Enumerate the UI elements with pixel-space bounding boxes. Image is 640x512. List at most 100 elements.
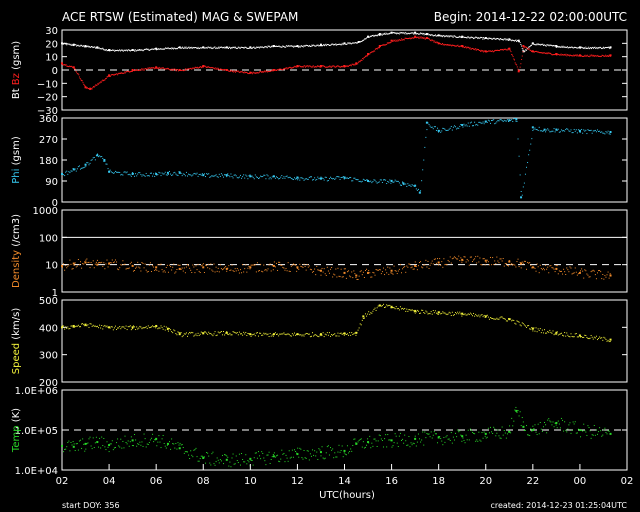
sample-bt [110, 49, 112, 51]
sample-temp [528, 434, 530, 436]
sample-bz [543, 52, 545, 54]
sample-bt [299, 46, 301, 48]
sample-density [367, 272, 369, 274]
sample-temp [324, 457, 326, 459]
y-tick-label-density: 100 [39, 233, 58, 244]
sample-bz [538, 51, 540, 53]
sample-temp [131, 445, 133, 447]
data-point-speed [202, 332, 205, 335]
sample-bz [102, 79, 104, 81]
sample-bz [257, 72, 259, 74]
y-axis-label-part: (gsm) [11, 136, 22, 168]
sample-temp [432, 434, 434, 436]
sample-bt [547, 44, 549, 46]
sample-density [98, 262, 100, 264]
sample-temp [431, 437, 433, 439]
data-point-phi [437, 129, 440, 132]
sample-bz [173, 68, 175, 70]
sample-bt [239, 47, 241, 49]
sample-bt [320, 45, 322, 47]
sample-bz [290, 67, 292, 69]
sample-bz [463, 45, 465, 47]
sample-bt [158, 48, 160, 50]
sample-bz [578, 55, 580, 57]
sample-speed [348, 334, 350, 336]
sample-phi [593, 130, 595, 132]
sample-bt [533, 43, 535, 45]
sample-phi [598, 130, 600, 132]
sample-speed [326, 332, 328, 334]
sample-speed [272, 335, 274, 337]
sample-bt [220, 46, 222, 48]
sample-density [518, 266, 520, 268]
sample-speed [560, 332, 562, 334]
sample-phi [230, 173, 232, 175]
sample-speed [574, 333, 576, 335]
sample-speed [517, 321, 519, 323]
sample-speed [158, 327, 160, 329]
sample-density [238, 272, 240, 274]
sample-bt [111, 49, 113, 51]
sample-bt [297, 46, 299, 48]
sample-bt [171, 47, 173, 49]
sample-bz [588, 55, 590, 57]
sample-bt [333, 43, 335, 45]
sample-bt [398, 32, 400, 34]
sample-density [82, 263, 84, 265]
sample-bt [256, 46, 258, 48]
sample-density [564, 271, 566, 273]
sample-speed [246, 335, 248, 337]
sample-bz [540, 52, 542, 54]
sample-phi [569, 130, 571, 132]
sample-bz [415, 36, 417, 38]
sample-bt [113, 49, 115, 51]
sample-bt [131, 49, 133, 51]
sample-bz [396, 40, 398, 42]
sample-phi [163, 173, 165, 175]
sample-bz [354, 64, 356, 66]
sample-bt [161, 48, 163, 50]
sample-temp [255, 452, 257, 454]
sample-density [558, 270, 560, 272]
sample-phi [443, 128, 445, 130]
sample-density [242, 264, 244, 266]
sample-bt [379, 34, 381, 36]
sample-bt [324, 44, 326, 46]
sample-speed [499, 317, 501, 319]
sample-density [350, 276, 352, 278]
sample-phi [281, 175, 283, 177]
sample-temp [524, 429, 526, 431]
sample-bt [223, 47, 225, 49]
sample-temp [367, 438, 369, 440]
sample-bz [185, 69, 187, 71]
sample-bt [323, 43, 325, 45]
sample-density [142, 263, 144, 265]
sample-bz [489, 50, 491, 52]
sample-bz [98, 83, 100, 85]
sample-temp [384, 438, 386, 440]
sample-phi [557, 128, 559, 130]
sample-density [298, 268, 300, 270]
sample-bt [372, 34, 374, 36]
sample-phi [142, 174, 144, 176]
sample-speed [91, 325, 93, 327]
sample-bz [567, 54, 569, 56]
sample-bz [387, 43, 389, 45]
sample-speed [73, 326, 75, 328]
sample-speed [64, 328, 66, 330]
sample-phi [120, 174, 122, 176]
sample-density [539, 264, 541, 266]
sample-bt [473, 37, 475, 39]
sample-phi [485, 120, 487, 122]
sample-bz [445, 44, 447, 46]
sample-bt [78, 45, 80, 47]
sample-bt [319, 45, 321, 47]
sample-bz [105, 77, 107, 79]
sample-bt [211, 48, 213, 50]
sample-bt [358, 41, 360, 43]
sample-bt [465, 37, 467, 39]
sample-phi [533, 128, 535, 130]
sample-density [78, 264, 80, 266]
sample-bz [600, 55, 602, 57]
